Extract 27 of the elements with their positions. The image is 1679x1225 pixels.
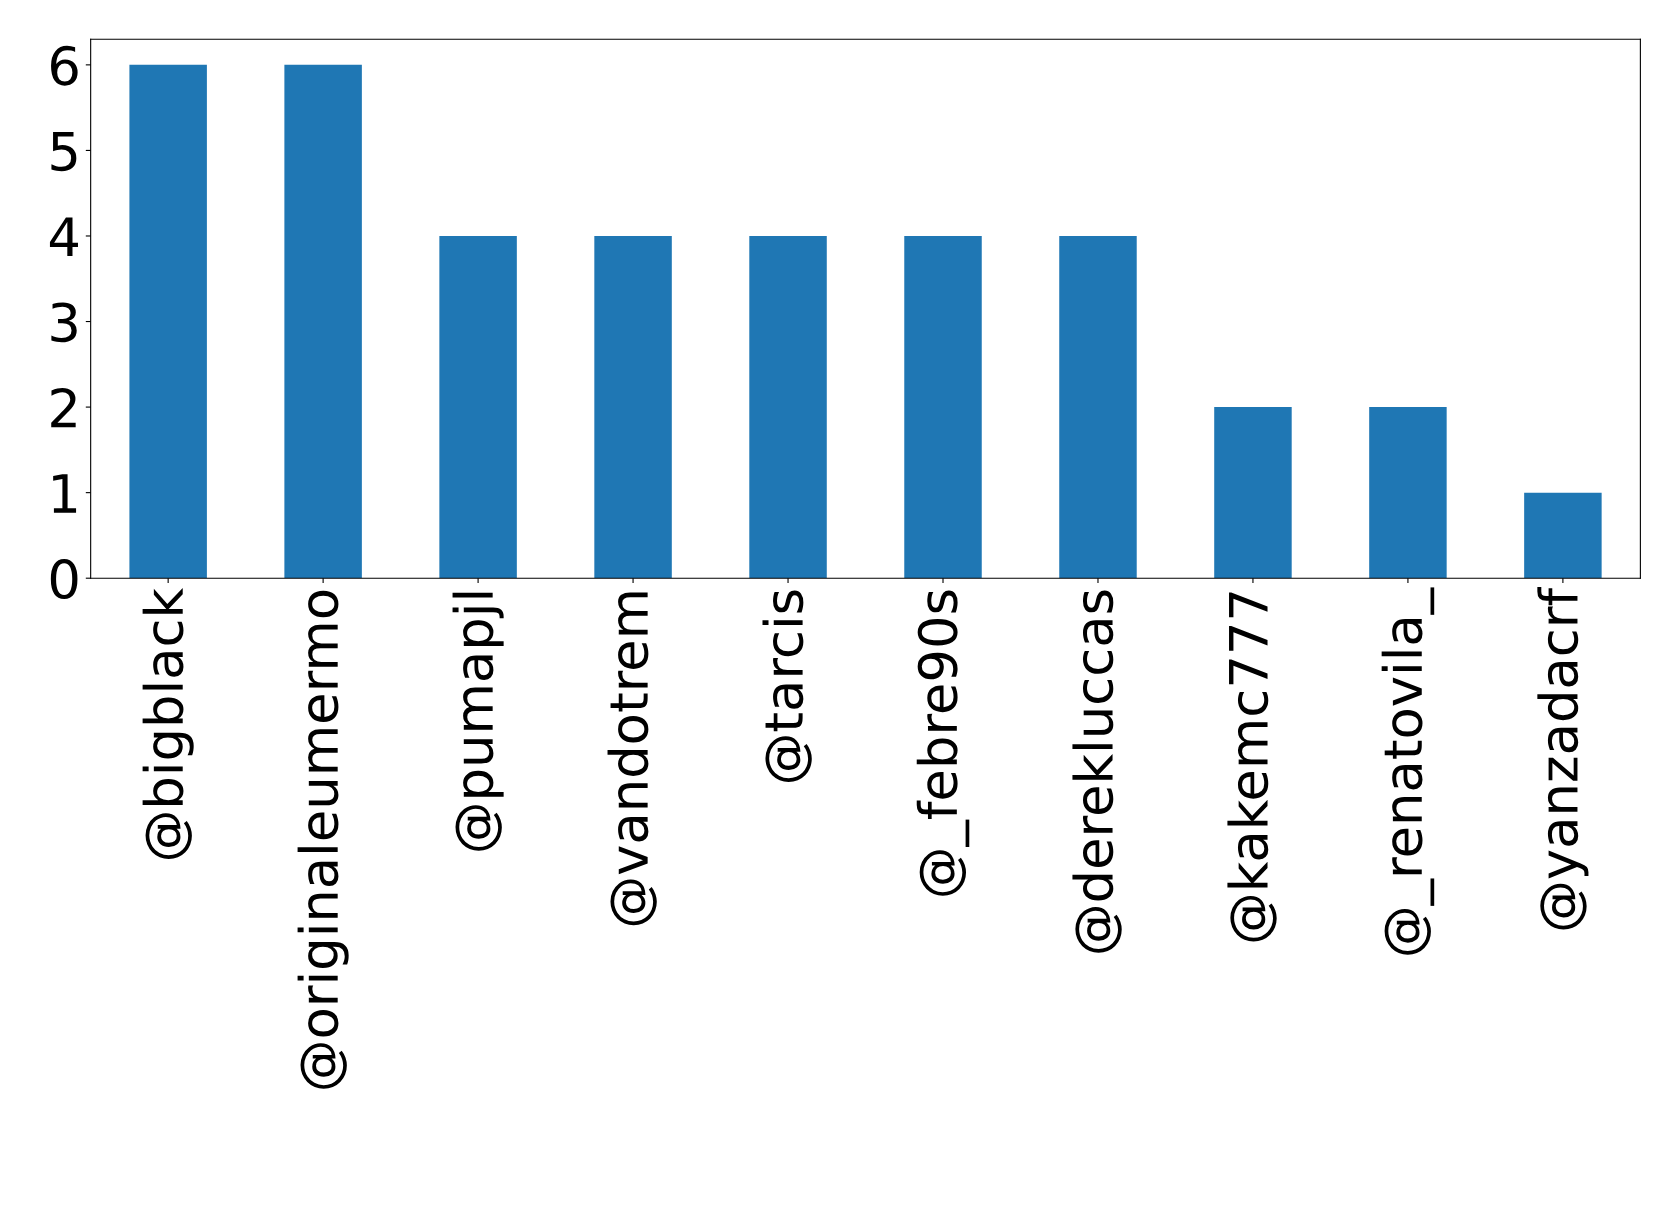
x-tick-label: @vandotrem xyxy=(607,592,657,926)
bar xyxy=(1369,407,1447,579)
bar xyxy=(749,235,827,579)
x-tick-label: @kakemc777 xyxy=(1227,592,1277,942)
y-tick-label: 0 xyxy=(50,559,78,599)
bar xyxy=(129,64,207,579)
bar xyxy=(284,64,362,579)
bar xyxy=(1524,492,1602,579)
y-tick-label: 5 xyxy=(51,132,77,172)
x-tick-label: @pumapjl xyxy=(452,592,504,851)
y-tick-label: 6 xyxy=(51,45,78,86)
x-tick-label: @_renatovila_ xyxy=(1381,587,1435,955)
bar xyxy=(594,235,672,579)
y-tick-label: 2 xyxy=(51,387,76,428)
bar xyxy=(1059,235,1137,579)
x-tick-label: @tarcis xyxy=(762,590,812,782)
x-tick-label: @yanzadacrf xyxy=(1537,586,1589,930)
bar xyxy=(439,235,517,579)
y-tick-label: 3 xyxy=(51,302,77,343)
x-tick-label: @derekluccas xyxy=(1072,590,1122,953)
x-tick-label: @bigblack xyxy=(142,588,194,859)
y-tick-label: 1 xyxy=(53,474,77,513)
x-tick-label: @_febre90s xyxy=(916,590,970,896)
y-tick-label: 4 xyxy=(49,217,78,257)
x-tick-label: @originaleumermo xyxy=(297,590,349,1089)
bar xyxy=(1214,407,1292,579)
bar xyxy=(904,235,982,579)
